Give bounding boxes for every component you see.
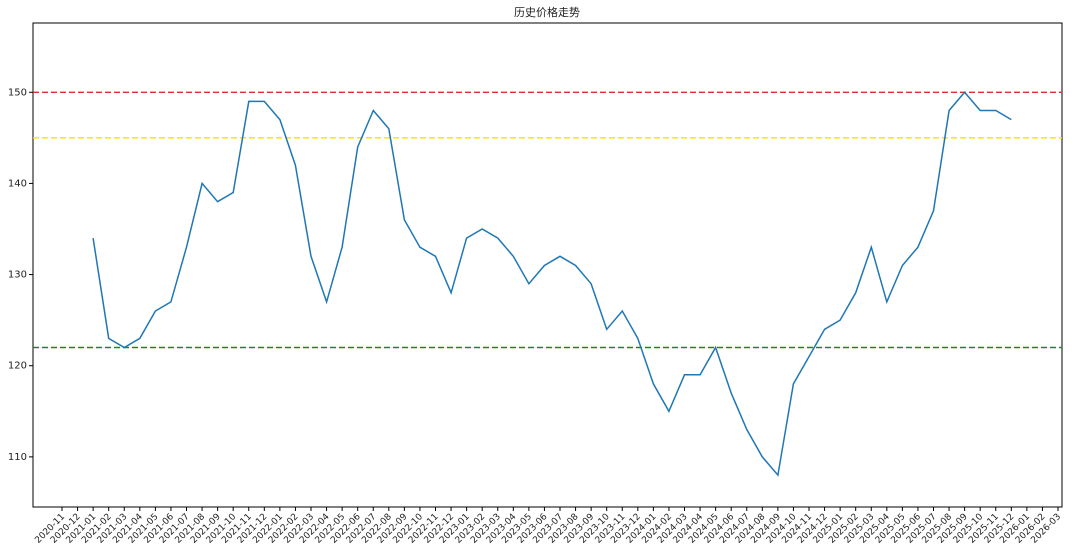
- y-tick-label: 110: [8, 452, 27, 463]
- price-line: [92, 91, 1012, 477]
- y-tick-label: 130: [8, 270, 27, 281]
- y-tick-label: 150: [8, 87, 27, 98]
- plot-frame: [32, 22, 1063, 508]
- y-tick-label: 140: [8, 178, 27, 189]
- chart-title: 历史价格走势: [514, 5, 580, 19]
- y-tick-label: 120: [8, 361, 27, 372]
